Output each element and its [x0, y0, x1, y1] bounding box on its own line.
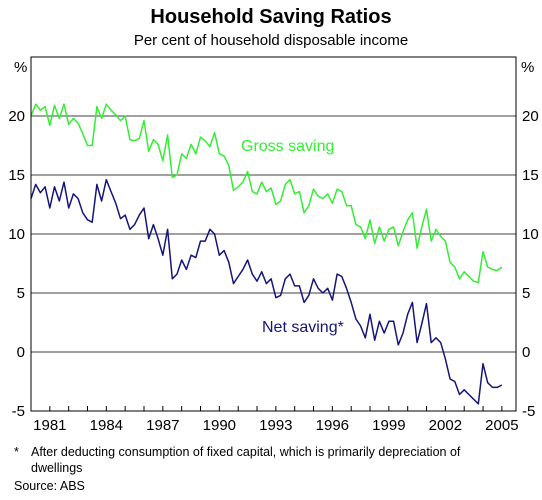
y-tick-label-left: -5: [12, 403, 25, 420]
y-unit-left: %: [14, 59, 27, 76]
y-tick-label-right: 5: [522, 285, 530, 302]
x-tick-label: 1999: [372, 417, 405, 434]
x-tick-label: 2002: [429, 417, 462, 434]
y-tick-label-left: 5: [17, 285, 25, 302]
y-tick-label-right: 0: [522, 344, 530, 361]
x-tick-label: 2005: [485, 417, 518, 434]
x-tick-label: 1981: [33, 417, 66, 434]
y-tick-label-left: 10: [8, 226, 25, 243]
axis-labels: -5 -5 0 0 5 5 10 10 15 15 20 20 1981 1984 1987 1990 1993…: [8, 108, 538, 434]
gross-saving-label: Gross saving: [241, 138, 334, 155]
x-tick-label: 1990: [203, 417, 236, 434]
series-layer: [30, 103, 503, 405]
y-tick-label-left: 0: [17, 344, 25, 361]
net-saving-line: [30, 178, 503, 405]
x-tick-label: 1993: [259, 417, 292, 434]
y-tick-label-left: 15: [8, 167, 25, 184]
y-tick-label-right: 10: [522, 226, 539, 243]
y-tick-label-right: 15: [522, 167, 539, 184]
axis-ticks: [30, 406, 503, 411]
x-tick-label: 1987: [146, 417, 179, 434]
grid-lines: [31, 115, 516, 353]
y-unit-right: %: [521, 59, 534, 76]
x-tick-label: 1996: [316, 417, 349, 434]
chart-title: Household Saving Ratios: [150, 6, 392, 28]
footnote: * After deducting consumption of fixed c…: [14, 444, 471, 476]
y-tick-label-left: 20: [8, 108, 25, 125]
y-tick-label-right: 20: [522, 108, 539, 125]
y-tick-label-right: -5: [522, 403, 535, 420]
net-saving-label: Net saving*: [262, 319, 344, 336]
footnote-text: After deducting consumption of fixed cap…: [31, 445, 461, 475]
gross-saving-line: [30, 103, 503, 284]
footnote-mark: *: [14, 445, 19, 459]
source-note: Source: ABS: [14, 479, 85, 493]
plot-frame: [30, 56, 517, 412]
x-tick-label: 1984: [90, 417, 123, 434]
chart-subtitle: Per cent of household disposable income: [133, 32, 409, 49]
